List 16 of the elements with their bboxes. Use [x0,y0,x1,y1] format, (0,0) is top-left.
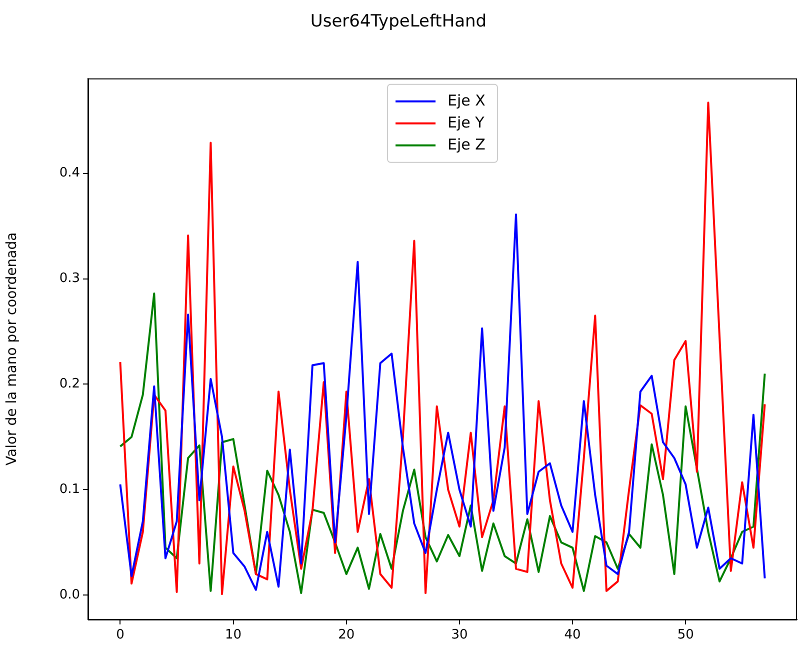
x-tick-label: 30 [451,628,468,643]
x-tick-label: 50 [677,628,694,643]
legend-label: Eje Y [448,113,486,132]
y-tick-label: 0.4 [59,166,80,181]
legend-label: Eje X [448,91,486,110]
y-axis-title: Valor de la mano por coordenada [4,232,20,466]
x-tick-label: 20 [338,628,355,643]
x-tick-label: 40 [564,628,581,643]
chart-title: User64TypeLeftHand [310,12,487,32]
y-tick-label: 0.1 [59,482,80,498]
y-tick-label: 0.2 [59,376,80,392]
legend-label: Eje Z [448,135,486,154]
x-tick-label: 0 [116,628,124,643]
y-tick-label: 0.3 [59,271,80,286]
x-tick-label: 10 [225,628,242,643]
y-tick-label: 0.0 [59,588,80,603]
